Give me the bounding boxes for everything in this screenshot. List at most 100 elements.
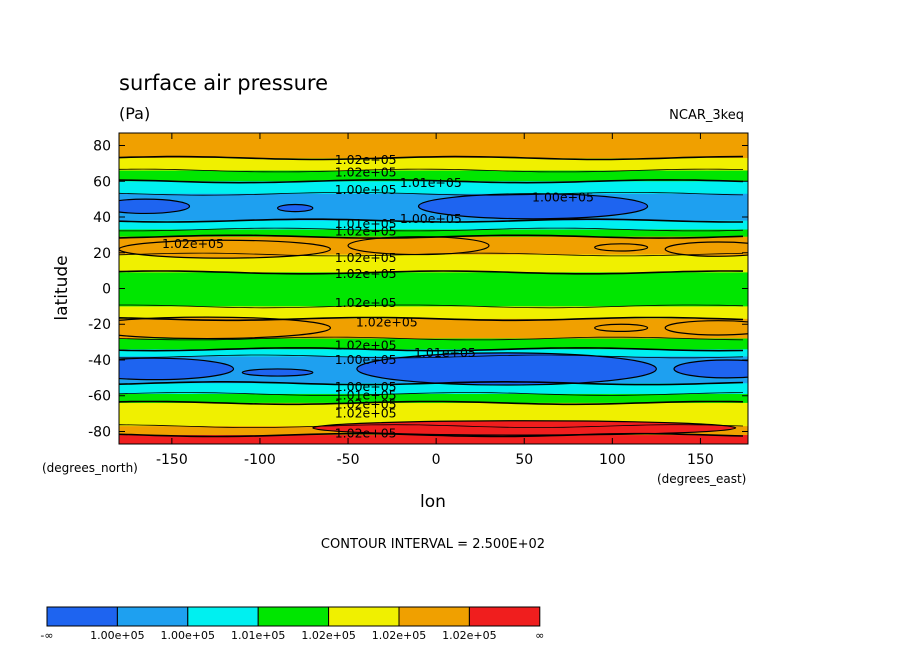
legend-label: 1.02e+05 [301,629,355,642]
y-unit-label: (degrees_north) [42,461,138,475]
contour-line [119,218,743,223]
pressure-cell [276,203,314,213]
zonal-band [119,158,748,172]
legend-label: 1.02e+05 [372,629,426,642]
pressure-cell [594,243,649,252]
contour-label: 1.00e+05 [400,211,462,226]
contour-line [119,227,744,232]
zonal-band [119,272,748,307]
legend-label: -∞ [40,629,53,642]
contour-label: 1.02e+05 [335,338,397,353]
zonal-band [119,338,748,350]
contour-label: 1.02e+05 [335,223,397,238]
contour-label: 1.00e+05 [335,352,397,367]
zonal-band [119,383,748,395]
legend-swatch [468,606,541,627]
x-unit-label: (degrees_east) [657,472,746,486]
y-tick-label: -60 [88,389,111,405]
contour-line [119,354,744,359]
y-tick-label: -80 [88,424,111,440]
x-tick-label: -150 [156,452,188,468]
contour-label: 1.02e+05 [335,266,397,281]
contour-line [119,179,744,184]
zonal-band [119,220,748,231]
legend-label: ∞ [535,629,544,642]
chart-title: surface air pressure [119,71,328,95]
zonal-band [119,349,748,358]
contour-line [119,155,744,161]
contour-interval-text: CONTOUR INTERVAL = 2.500E+02 [321,537,545,552]
legend-label: 1.02e+05 [442,629,496,642]
legend-label: 1.01e+05 [231,629,285,642]
legend-swatch [398,606,470,627]
dataset-label: NCAR_3keq [669,108,744,123]
legend-swatch [187,606,259,627]
y-tick-label: 40 [93,210,111,226]
contour-label: 1.00e+05 [532,189,594,204]
contour-label: 1.02e+05 [335,406,397,421]
contour-line [119,347,744,352]
y-tick-label: 0 [102,282,111,298]
contour-line [119,234,744,239]
contour-line [119,392,744,396]
pressure-cell [594,323,649,332]
pressure-cell [673,359,748,379]
y-axis-label: latitude [52,255,72,320]
contour-label: 1.01e+05 [400,175,462,190]
contour-line [119,192,744,196]
zonal-band [119,170,748,182]
x-tick-label: 50 [515,452,533,468]
contour-label: 1.01e+05 [335,388,397,403]
contour-line [119,432,744,438]
contour-label: 1.02e+05 [162,236,224,251]
contour-label: 1.01e+05 [414,345,476,360]
pressure-cell [356,352,657,386]
x-tick-label: -50 [337,452,360,468]
legend-swatch [116,606,189,627]
y-tick-label: -20 [88,317,111,333]
pressure-cell [312,420,737,436]
contour-line [119,400,744,406]
contour-line [119,252,744,257]
y-tick-label: -40 [88,353,111,369]
pressure-cell [241,368,314,377]
contour-label: 1.02e+05 [335,397,397,412]
legend-swatch [46,606,118,627]
zonal-band [119,306,748,320]
contour-label: 1.02e+05 [335,425,397,440]
x-tick-label: 150 [687,452,714,468]
contour-line [119,424,744,428]
contour-label: 1.02e+05 [335,250,397,265]
x-tick-label: 0 [432,452,441,468]
zonal-band [119,254,748,274]
x-tick-label: 100 [599,452,626,468]
legend-swatch [328,606,400,627]
contour-label: 1.02e+05 [335,164,397,179]
y-tick-label: 20 [93,246,111,262]
zonal-band [119,435,748,444]
pressure-cell [119,357,235,381]
legend-swatch [257,606,330,627]
pressure-cell [417,193,649,220]
pressure-cell [664,320,748,336]
y-tick-label: 60 [93,174,111,190]
chart-units: (Pa) [119,104,150,123]
x-tick-label: -100 [244,452,276,468]
plot-area [119,133,748,444]
zonal-band [119,181,748,195]
contour-label: 1.02e+05 [335,152,397,167]
x-axis-label: lon [420,492,446,512]
zonal-band [119,393,748,404]
contour-line [119,304,744,309]
color-legend: -∞ 1.00e+05 1.00e+05 1.01e+05 1.02e+05 1.02e+… [40,606,544,642]
contour-line [119,316,744,322]
legend-label: 1.00e+05 [90,629,144,642]
contour-line [119,336,744,341]
contour-label: 1.01e+05 [335,216,397,231]
zonal-band [119,229,748,238]
contour-label: 1.02e+05 [335,295,397,310]
pressure-cell [664,241,748,257]
legend-label: 1.00e+05 [161,629,215,642]
contour-line [119,380,744,386]
